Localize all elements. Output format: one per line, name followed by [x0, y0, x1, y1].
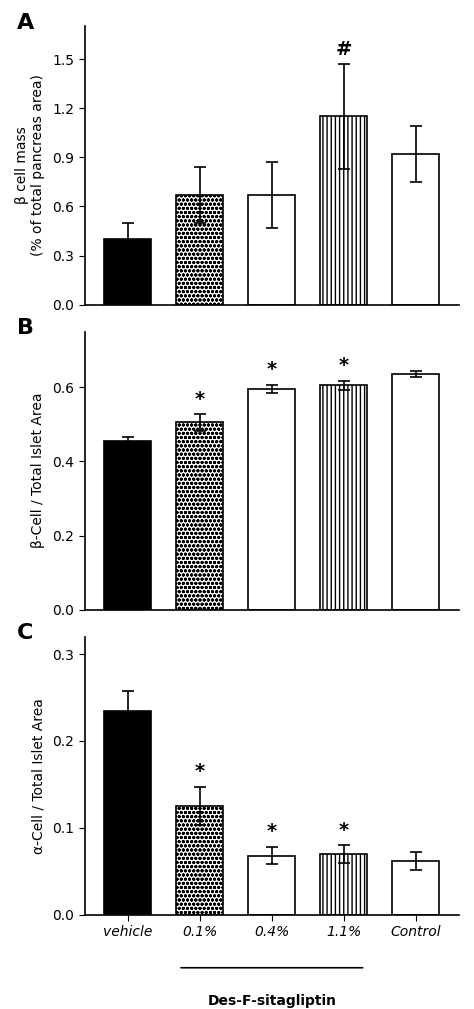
Text: *: *	[339, 356, 349, 375]
Bar	[176, 195, 223, 305]
Y-axis label: α-Cell / Total Islet Area: α-Cell / Total Islet Area	[31, 698, 45, 854]
Text: *: *	[195, 763, 205, 782]
Y-axis label: β-Cell / Total Islet Area: β-Cell / Total Islet Area	[31, 393, 45, 549]
Bar	[104, 239, 151, 305]
Text: B: B	[17, 318, 34, 338]
Bar	[392, 861, 439, 915]
Bar	[104, 710, 151, 915]
Bar	[176, 806, 223, 915]
Text: *: *	[267, 822, 277, 842]
Bar	[176, 423, 223, 609]
Bar	[392, 374, 439, 609]
Text: #: #	[336, 39, 352, 59]
Text: C: C	[17, 623, 34, 643]
Bar	[248, 195, 295, 305]
Bar	[320, 854, 367, 915]
Bar	[392, 154, 439, 305]
Bar	[104, 441, 151, 609]
Text: A: A	[17, 12, 35, 32]
Text: *: *	[339, 820, 349, 839]
Text: *: *	[267, 360, 277, 379]
Bar	[248, 856, 295, 915]
Bar	[248, 389, 295, 609]
Bar	[320, 385, 367, 609]
Y-axis label: β cell mass
(% of total pancreas area): β cell mass (% of total pancreas area)	[15, 75, 45, 256]
Bar	[320, 116, 367, 305]
Text: Des-F-sitagliptin: Des-F-sitagliptin	[207, 994, 336, 1008]
Text: *: *	[195, 389, 205, 409]
